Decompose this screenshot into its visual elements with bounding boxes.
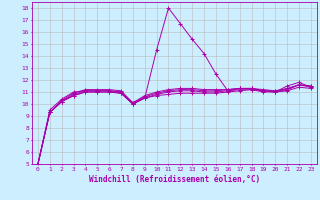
X-axis label: Windchill (Refroidissement éolien,°C): Windchill (Refroidissement éolien,°C): [89, 175, 260, 184]
